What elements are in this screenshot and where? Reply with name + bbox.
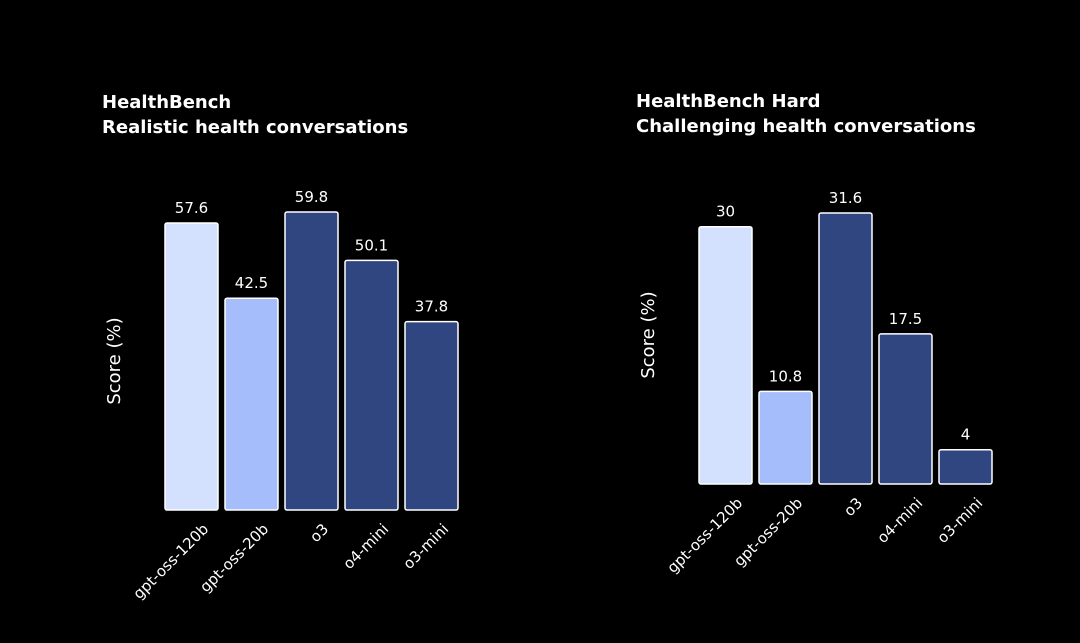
bar-gpt-oss-120b xyxy=(164,222,219,511)
y-axis-label: Score (%) xyxy=(104,317,125,404)
value-label: 17.5 xyxy=(889,310,922,328)
bar-gpt-oss-20b xyxy=(224,297,279,511)
chart-title-text: HealthBench xyxy=(102,92,232,113)
y-axis-label: Score (%) xyxy=(638,291,659,378)
chart-title-healthbench-hard: HealthBench Hard Challenging health conv… xyxy=(636,89,976,139)
value-label: 50.1 xyxy=(355,236,388,254)
x-tick-label: o3 xyxy=(306,520,332,546)
bar-o3 xyxy=(284,211,339,511)
value-label: 4 xyxy=(961,426,971,444)
value-label: 57.6 xyxy=(175,199,208,217)
value-label: 37.8 xyxy=(415,298,448,316)
bar-o3-mini xyxy=(938,448,993,485)
x-tick-label: o4-mini xyxy=(340,520,393,573)
chart-title-text: HealthBench Hard xyxy=(636,91,821,112)
value-label: 42.5 xyxy=(235,274,268,292)
x-tick-label: gpt-oss-120b xyxy=(664,494,747,577)
bar-gpt-oss-120b xyxy=(698,225,753,485)
x-tick-label: o4-mini xyxy=(874,494,927,547)
x-tick-label: o3 xyxy=(840,494,866,520)
x-tick-label: gpt-oss-120b xyxy=(130,520,213,603)
chart-title-healthbench: HealthBench Realistic health conversatio… xyxy=(102,90,408,140)
chart-subtitle-text: Realistic health conversations xyxy=(102,117,409,138)
value-label: 59.8 xyxy=(295,188,328,206)
chart-healthbench: Score (%)57.6gpt-oss-120b42.5gpt-oss-20b… xyxy=(104,188,459,603)
bar-gpt-oss-20b xyxy=(758,390,813,485)
x-tick-label: o3-mini xyxy=(400,520,453,573)
value-label: 30 xyxy=(716,203,735,221)
chart-healthbench-hard: Score (%)30gpt-oss-120b10.8gpt-oss-20b31… xyxy=(638,189,993,577)
bar-o4-mini xyxy=(344,259,399,511)
x-tick-label: o3-mini xyxy=(934,494,987,547)
bar-o3 xyxy=(818,212,873,485)
value-label: 10.8 xyxy=(769,367,802,385)
chart-subtitle-text: Challenging health conversations xyxy=(636,116,976,137)
value-label: 31.6 xyxy=(829,189,862,207)
bar-o3-mini xyxy=(404,320,459,511)
bar-o4-mini xyxy=(878,333,933,485)
